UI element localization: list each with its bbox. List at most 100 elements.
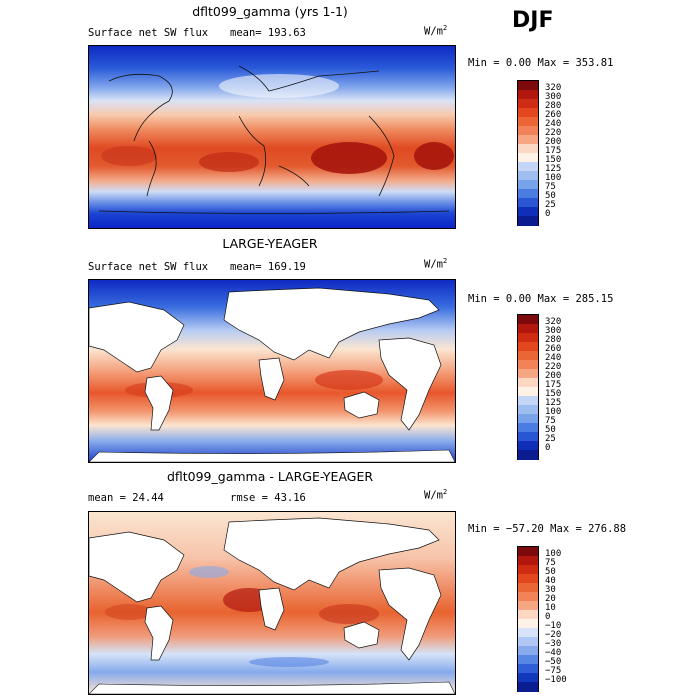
cb3-tick-12: −50 <box>545 657 562 667</box>
colorbar-swatch <box>518 108 538 118</box>
panel-3-map-svg <box>89 512 455 694</box>
cb1-tick-6: 200 <box>545 137 562 147</box>
panel-3-title: dflt099_gamma - LARGE-YEAGER <box>166 469 374 484</box>
cb3-tick-4: 30 <box>545 585 556 595</box>
panel-2-map-svg <box>89 280 455 462</box>
cb2-tick-2: 280 <box>545 335 562 345</box>
cb1-tick-2: 280 <box>545 101 562 111</box>
panel-1-title: dflt099_gamma (yrs 1-1) <box>192 4 348 19</box>
colorbar-swatch <box>518 655 538 665</box>
cb3-tick-6: 10 <box>545 603 556 613</box>
cb2-tick-13: 25 <box>545 434 556 444</box>
panel-2-mean: mean= 169.19 <box>230 261 306 273</box>
colorbar-swatch <box>518 405 538 415</box>
cb3-tick-10: −30 <box>545 639 562 649</box>
cb1-tick-10: 100 <box>545 173 562 183</box>
colorbar-swatch <box>518 619 538 629</box>
cb1-tick-5: 220 <box>545 128 562 138</box>
colorbar-swatch <box>518 342 538 352</box>
cb1-tick-8: 150 <box>545 155 562 165</box>
panel-3-minmax: Min = −57.20 Max = 276.88 <box>468 523 627 535</box>
panel-1-colorbar <box>517 80 539 226</box>
cb3-tick-2: 50 <box>545 567 556 577</box>
cb2-tick-0: 320 <box>545 317 562 327</box>
panel-2-variable: Surface net SW flux <box>88 261 209 273</box>
panel-2-map <box>88 279 456 463</box>
cb2-tick-1: 300 <box>545 326 562 336</box>
cb3-tick-8: −10 <box>545 621 562 631</box>
cb2-tick-3: 260 <box>545 344 562 354</box>
colorbar-swatch <box>518 153 538 163</box>
colorbar-swatch <box>518 610 538 620</box>
panel-2-colorbar <box>517 314 539 460</box>
panel-2-colorbar-swatches <box>517 314 539 460</box>
colorbar-swatch <box>518 198 538 208</box>
panel-3-units: W/m2 <box>424 488 448 502</box>
colorbar-swatch <box>518 637 538 647</box>
cb2-tick-14: 0 <box>545 443 551 453</box>
colorbar-swatch <box>518 547 538 557</box>
panel-1-mean: mean= 193.63 <box>230 27 306 39</box>
colorbar-swatch <box>518 646 538 656</box>
colorbar-swatch <box>518 423 538 433</box>
cb3-tick-7: 0 <box>545 612 551 622</box>
panel-2-colorbar-ticks: 320 300 280 260 240 220 200 175 150 125 … <box>545 314 585 460</box>
colorbar-swatch <box>518 682 538 692</box>
cb1-tick-12: 50 <box>545 191 556 201</box>
colorbar-swatch <box>518 117 538 127</box>
season-label: DJF <box>512 8 554 33</box>
cb1-tick-14: 0 <box>545 209 551 219</box>
panel-1-map-svg <box>89 46 455 228</box>
colorbar-swatch <box>518 189 538 199</box>
colorbar-swatch <box>518 180 538 190</box>
panel-2-minmax: Min = 0.00 Max = 285.15 <box>468 293 614 305</box>
cb2-tick-6: 200 <box>545 371 562 381</box>
cb3-tick-9: −20 <box>545 630 562 640</box>
colorbar-swatch <box>518 583 538 593</box>
colorbar-swatch <box>518 216 538 226</box>
colorbar-swatch <box>518 450 538 460</box>
panel-1-variable: Surface net SW flux <box>88 27 209 39</box>
panel-3-colorbar-ticks: 100 75 50 40 30 20 10 0 −10 −20 −30 −40 … <box>545 546 585 692</box>
colorbar-swatch <box>518 333 538 343</box>
panel-3-map <box>88 511 456 695</box>
colorbar-swatch <box>518 673 538 683</box>
colorbar-swatch <box>518 432 538 442</box>
colorbar-swatch <box>518 144 538 154</box>
panel-1-units: W/m2 <box>424 24 448 38</box>
colorbar-swatch <box>518 99 538 109</box>
colorbar-swatch <box>518 592 538 602</box>
cb3-tick-11: −40 <box>545 648 562 658</box>
colorbar-swatch <box>518 628 538 638</box>
cb3-tick-1: 75 <box>545 558 556 568</box>
cb2-tick-4: 240 <box>545 353 562 363</box>
cb3-tick-13: −75 <box>545 666 562 676</box>
colorbar-swatch <box>518 135 538 145</box>
cb3-tick-3: 40 <box>545 576 556 586</box>
cb1-tick-0: 320 <box>545 83 562 93</box>
colorbar-swatch <box>518 414 538 424</box>
cb1-tick-11: 75 <box>545 182 556 192</box>
colorbar-swatch <box>518 574 538 584</box>
panel-1-colorbar-swatches <box>517 80 539 226</box>
colorbar-swatch <box>518 378 538 388</box>
panel-1-colorbar-ticks: 320 300 280 260 240 220 200 175 150 125 … <box>545 80 585 226</box>
colorbar-swatch <box>518 126 538 136</box>
cb1-tick-4: 240 <box>545 119 562 129</box>
cb3-tick-5: 20 <box>545 594 556 604</box>
colorbar-swatch <box>518 664 538 674</box>
colorbar-swatch <box>518 556 538 566</box>
colorbar-swatch <box>518 565 538 575</box>
cb2-tick-11: 75 <box>545 416 556 426</box>
cb2-tick-5: 220 <box>545 362 562 372</box>
cb1-tick-9: 125 <box>545 164 562 174</box>
colorbar-swatch <box>518 351 538 361</box>
cb2-tick-12: 50 <box>545 425 556 435</box>
cb1-tick-7: 175 <box>545 146 562 156</box>
colorbar-swatch <box>518 441 538 451</box>
panel-3-rmse: rmse = 43.16 <box>230 492 306 504</box>
colorbar-swatch <box>518 81 538 91</box>
colorbar-swatch <box>518 387 538 397</box>
cb2-tick-9: 125 <box>545 398 562 408</box>
panel-1-map <box>88 45 456 229</box>
